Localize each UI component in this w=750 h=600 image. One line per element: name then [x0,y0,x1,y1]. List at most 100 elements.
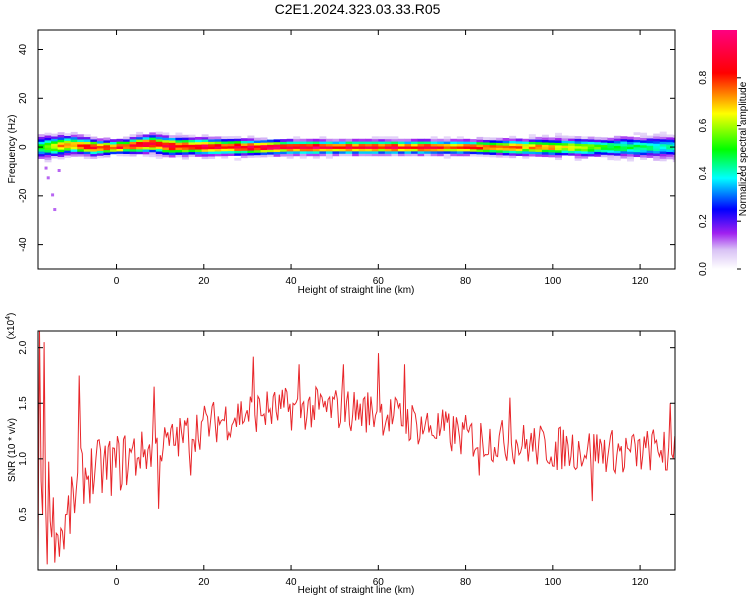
heatmap-cell [136,141,144,145]
heatmap-cell [666,136,674,140]
heatmap-cell [214,136,222,140]
heatmap-cell [574,150,582,154]
heatmap-cell [149,151,157,155]
heatmap-cell [371,148,379,152]
spectrogram-panel: 0 20 40 60 80 100 120 -40 -20 0 20 40 Height of str… [7,29,676,296]
heatmap-cell [123,141,131,145]
heatmap-cell [201,156,209,160]
heatmap-cell [345,150,353,154]
heatmap-cell [365,141,373,145]
heatmap-cell [57,132,65,136]
heatmap-cell [515,150,523,154]
bottom-y-axis-label: SNR (10 * v/v) [7,418,18,482]
heatmap-cell [404,138,412,142]
heatmap-cell [332,153,340,157]
heatmap-cell [96,140,104,144]
heatmap-cell [659,148,667,152]
heatmap-cell [240,138,248,142]
heatmap-cell [476,136,484,140]
heatmap-cell [627,141,634,145]
heatmap-cell [240,147,248,151]
heatmap-cell [57,151,65,155]
heatmap-cell [443,150,451,154]
heatmap-cell [123,143,131,147]
heatmap-cell [666,154,674,157]
heatmap-cell [489,149,497,153]
heatmap-cell [587,141,595,145]
heatmap-cell [365,146,373,149]
heatmap-cell [260,154,268,158]
heatmap-cell [96,155,104,159]
heatmap-cell [149,139,157,143]
heatmap-cell [129,139,137,142]
heatmap-cell [561,147,569,151]
heatmap-cell [456,138,464,142]
heatmap-cell [299,143,307,147]
heatmap-cell [51,150,59,154]
heatmap-cell [267,144,275,148]
heatmap-cell [607,142,615,146]
heatmap-cell [201,148,209,152]
heatmap-cell [483,137,490,141]
heatmap-cell [306,141,314,145]
heatmap-cell [221,146,229,149]
heatmap-cell [653,133,661,137]
heatmap-cell [149,137,157,141]
heatmap-cell [155,151,163,155]
heatmap-cell [646,147,654,151]
heatmap-cell [70,131,78,135]
heatmap-cell [555,145,562,148]
heatmap-cell [607,145,615,148]
heatmap-cell [90,146,98,150]
heatmap-cell [430,143,438,147]
heatmap-cell [397,153,405,157]
heatmap-cell [70,134,78,138]
heatmap-cell [240,150,248,154]
heatmap-cell [666,156,674,160]
heatmap-cell [535,151,543,155]
heatmap-cell [51,140,59,144]
heatmap-cell [149,142,157,145]
heatmap-cell [168,137,176,141]
heatmap-cell [188,144,196,148]
heatmap-cell [633,146,641,150]
heatmap-cell [181,144,189,148]
heatmap-cell [541,137,549,140]
heatmap-cell [83,136,91,140]
heatmap-cell [325,146,333,149]
heatmap-cell [489,139,497,143]
heatmap-cell [195,146,203,150]
heatmap-cell [502,137,510,141]
heatmap-cell [483,149,490,153]
heatmap-cell [430,148,438,152]
heatmap-cell [522,148,530,152]
heatmap-cell [201,144,209,147]
heatmap-cell [528,148,536,152]
heatmap-cell [502,150,510,154]
heatmap-cell [44,142,52,146]
heatmap-cell [384,141,392,145]
heatmap-cell [293,146,301,149]
heatmap-cell [149,147,157,150]
heatmap-cell [208,146,216,150]
heatmap-cell [404,146,412,149]
heatmap-cell [168,144,176,148]
heatmap-cell [142,139,150,143]
heatmap-cell [613,155,621,159]
heatmap-cell [175,149,183,153]
heatmap-cell [502,145,510,149]
heatmap-cell [123,148,131,152]
heatmap-cell [659,146,667,150]
colorbar-tick-label: 0.4 [698,166,709,180]
bottom-x-tick-label: 40 [285,577,297,588]
heatmap-cell [64,152,72,156]
heatmap-cell [51,193,55,197]
heatmap-cell [404,153,412,157]
heatmap-cell [541,154,549,158]
heatmap-cell [38,141,45,145]
heatmap-cell [568,135,576,139]
heatmap-cell [312,143,320,147]
heatmap-cell [430,138,438,142]
heatmap-cell [561,152,569,156]
heatmap-cell [659,153,667,157]
